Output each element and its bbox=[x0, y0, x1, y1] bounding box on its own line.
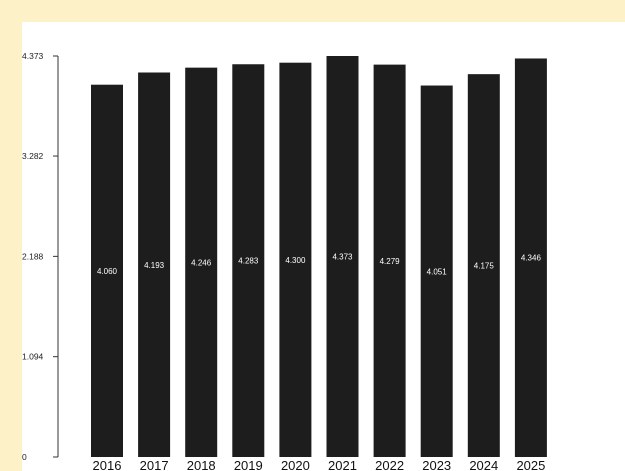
y-tick-label: 4.373 bbox=[22, 51, 44, 61]
y-tick-label: 1.094 bbox=[22, 352, 44, 362]
y-axis: 0 1.094 2.188 3.282 4.373 bbox=[22, 51, 59, 462]
x-tick-label: 2021 bbox=[328, 458, 357, 471]
data-label: 4.193 bbox=[144, 261, 165, 270]
bar-2018[interactable] bbox=[185, 67, 218, 457]
data-labels: 4.060 4.193 4.246 4.283 4.300 4.373 4.279 4.051… bbox=[97, 253, 541, 277]
bar-2021[interactable] bbox=[326, 56, 359, 457]
x-tick-label: 2024 bbox=[469, 458, 498, 471]
bar-2020[interactable] bbox=[279, 62, 312, 457]
data-label: 4.373 bbox=[332, 253, 353, 262]
x-axis-labels: 2016 2017 2018 2019 2020 2021 2022 2023 2024 2025 bbox=[93, 458, 546, 471]
y-tick-label: 3.282 bbox=[22, 151, 44, 161]
x-tick-label: 2020 bbox=[281, 458, 310, 471]
data-label: 4.051 bbox=[427, 267, 448, 276]
x-tick-label: 2017 bbox=[140, 458, 169, 471]
x-tick-label: 2019 bbox=[234, 458, 263, 471]
bar-2017[interactable] bbox=[138, 72, 171, 457]
bar-2023[interactable] bbox=[420, 85, 453, 457]
y-tick-label: 2.188 bbox=[22, 251, 44, 261]
data-label: 4.175 bbox=[474, 262, 495, 271]
x-tick-label: 2022 bbox=[375, 458, 404, 471]
data-label: 4.283 bbox=[238, 257, 259, 266]
y-tick-label: 0 bbox=[22, 452, 27, 462]
x-tick-label: 2025 bbox=[516, 458, 545, 471]
bar-2022[interactable] bbox=[373, 64, 406, 457]
x-tick-label: 2023 bbox=[422, 458, 451, 471]
bar-2025[interactable] bbox=[514, 58, 547, 457]
data-label: 4.346 bbox=[521, 254, 542, 263]
data-label: 4.060 bbox=[97, 267, 118, 276]
data-label: 4.300 bbox=[285, 256, 306, 265]
data-label: 4.246 bbox=[191, 258, 212, 267]
x-tick-label: 2018 bbox=[187, 458, 216, 471]
bars bbox=[91, 56, 547, 457]
data-label: 4.279 bbox=[380, 257, 401, 266]
bar-2024[interactable] bbox=[467, 74, 500, 457]
bar-2019[interactable] bbox=[232, 64, 265, 457]
bar-2016[interactable] bbox=[91, 84, 123, 457]
x-tick-label: 2016 bbox=[93, 458, 122, 471]
